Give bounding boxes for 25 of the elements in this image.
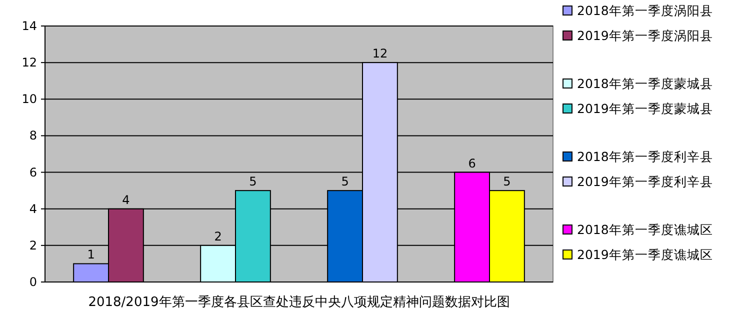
y-tick-label: 12 bbox=[22, 56, 37, 70]
y-tick-label: 10 bbox=[22, 92, 37, 106]
legend-label: 2019年第一季度蒙城县 bbox=[577, 101, 713, 116]
legend-label: 2019年第一季度谯城区 bbox=[577, 247, 713, 262]
data-label: 6 bbox=[468, 156, 476, 170]
data-label: 12 bbox=[372, 46, 388, 61]
data-label: 5 bbox=[341, 174, 349, 189]
y-tick-label: 8 bbox=[29, 128, 37, 143]
legend-label: 2019年第一季度涡阳县 bbox=[577, 28, 713, 43]
data-label: 4 bbox=[122, 192, 130, 207]
y-tick-label: 14 bbox=[22, 19, 37, 33]
legend-label: 2018年第一季度利辛县 bbox=[577, 149, 713, 164]
data-label: 1 bbox=[87, 248, 95, 262]
data-label: 5 bbox=[249, 174, 257, 189]
data-label: 5 bbox=[503, 174, 511, 189]
legend-label: 2018年第一季度蒙城县 bbox=[577, 76, 713, 91]
legend-label: 2019年第一季度利辛县 bbox=[577, 174, 713, 189]
legend-label: 2018年第一季度涡阳县 bbox=[577, 3, 713, 18]
data-label: 2 bbox=[214, 229, 222, 244]
y-tick-label: 2 bbox=[29, 238, 37, 252]
y-tick-label: 4 bbox=[29, 202, 37, 216]
x-axis-title: 2018/2019年第一季度各县区查处违反中央八项规定精神问题数据对比图 bbox=[88, 294, 510, 310]
legend-label: 2018年第一季度谯城区 bbox=[577, 222, 713, 237]
y-tick-label: 0 bbox=[29, 275, 37, 289]
y-tick-label: 6 bbox=[29, 165, 37, 180]
